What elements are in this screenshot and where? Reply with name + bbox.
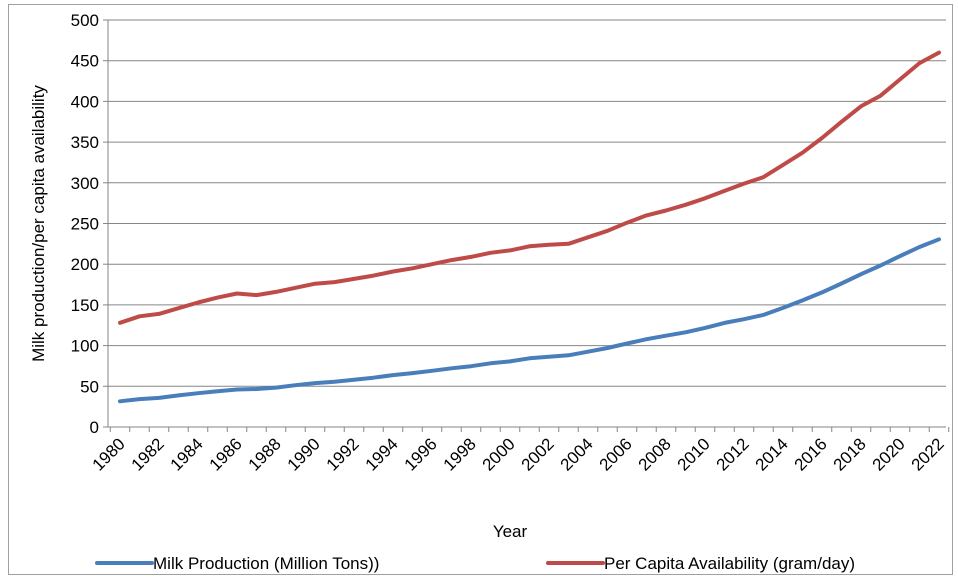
- x-tick-label: 2016: [791, 434, 831, 474]
- x-tick-label: 1990: [284, 434, 324, 474]
- legend-label: Per Capita Availability (gram/day): [604, 554, 855, 573]
- x-tick-label: 1982: [128, 434, 168, 474]
- y-tick-label: 100: [71, 337, 99, 356]
- y-tick-label: 350: [71, 133, 99, 152]
- x-tick-label: 1986: [206, 434, 246, 474]
- x-tick-label: 1984: [167, 434, 207, 474]
- y-tick-label: 0: [90, 418, 99, 437]
- x-tick-label: 2006: [596, 434, 636, 474]
- y-tick-label: 400: [71, 92, 99, 111]
- series-lines: [118, 50, 941, 404]
- y-tick-label: 50: [80, 377, 99, 396]
- x-tick-label: 2014: [752, 434, 792, 474]
- series-line: [118, 50, 941, 325]
- axes: [103, 19, 950, 432]
- x-tick-label: 2018: [830, 434, 870, 474]
- x-tick-label: 1988: [245, 434, 285, 474]
- x-axis-title: Year: [493, 522, 528, 541]
- x-tick-label: 2010: [674, 434, 714, 474]
- y-tick-label: 450: [71, 52, 99, 71]
- y-tick-label: 250: [71, 215, 99, 234]
- x-tick-label: 2008: [635, 434, 675, 474]
- x-tick-label: 2000: [479, 434, 519, 474]
- legend-label: Milk Production (Million Tons)): [153, 554, 379, 573]
- x-tick-label: 2004: [557, 434, 597, 474]
- x-tick-label: 1996: [401, 434, 441, 474]
- y-tick-label: 200: [71, 255, 99, 274]
- x-tick-label: 1998: [440, 434, 480, 474]
- y-tick-label: 300: [71, 174, 99, 193]
- y-tick-label: 150: [71, 296, 99, 315]
- series-line: [118, 237, 941, 404]
- x-tick-label: 2002: [518, 434, 558, 474]
- x-tick-labels: 1980198219841986198819901992199419961998…: [89, 434, 948, 474]
- x-tick-label: 2020: [869, 434, 909, 474]
- y-tick-label: 500: [71, 11, 99, 30]
- x-tick-label: 1992: [323, 434, 363, 474]
- legend: Milk Production (Million Tons)) Per Capit…: [95, 554, 855, 573]
- chart-frame: 0 50 100 150 200 250 300 350 400 450 500 1980 1982 1…: [8, 4, 953, 575]
- x-tick-label: 1994: [362, 434, 402, 474]
- y-axis-title: Milk production/per capita availability: [29, 85, 48, 362]
- y-tick-labels: 0 50 100 150 200 250 300 350 400 450 500: [71, 11, 99, 437]
- x-tick-label: 2022: [908, 434, 948, 474]
- x-tick-label: 1980: [89, 434, 129, 474]
- gridlines: [108, 19, 946, 387]
- x-tick-label: 2012: [713, 434, 753, 474]
